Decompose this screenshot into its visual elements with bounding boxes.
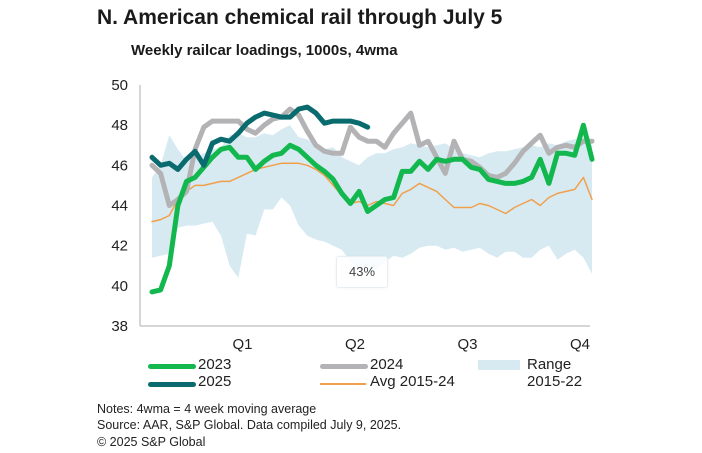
source-text: Source: AAR, S&P Global. Data compiled J… [97,418,402,432]
x-tick-label: Q3 [457,336,477,353]
legend-swatch-2023 [148,364,196,369]
x-tick-label: Q4 [570,336,590,353]
legend-label-range-years: 2015-22 [527,373,583,390]
notes-text: Notes: 4wma = 4 week moving average [97,402,317,416]
legend-swatch-2025 [148,382,196,387]
legend-label-2025: 2025 [198,373,232,390]
copyright-text: © 2025 S&P Global [97,435,206,449]
y-tick-label: 42 [111,238,128,255]
y-tick-label: 50 [111,77,128,94]
x-tick-label: Q2 [345,336,365,353]
y-tick-label: 46 [111,157,128,174]
series-line-2025 [149,104,371,172]
legend-swatch-avg [320,383,366,385]
y-tick-label: 38 [111,318,128,335]
legend-label-range: Range [527,356,572,373]
series-line-2023 [149,122,595,295]
chart-subtitle: Weekly railcar loadings, 1000s, 4wma [131,42,398,59]
chart-title: N. American chemical rail through July 5 [97,6,503,29]
series-line-2024 [149,106,595,208]
legend-label-avg: Avg 2015-24 [370,373,455,390]
x-tick-label: Q1 [232,336,252,353]
legend-swatch-2024 [320,364,368,369]
legend-label-2023: 2023 [198,356,232,373]
y-tick-label: 40 [111,278,128,295]
legend-label-2024: 2024 [370,356,404,373]
series-line-avg-2015-24 [151,162,593,223]
overlay-percentage-badge: 43% [336,256,388,288]
legend-swatch-range [478,360,520,370]
y-tick-label: 48 [111,117,128,134]
y-tick-label: 44 [111,198,128,215]
